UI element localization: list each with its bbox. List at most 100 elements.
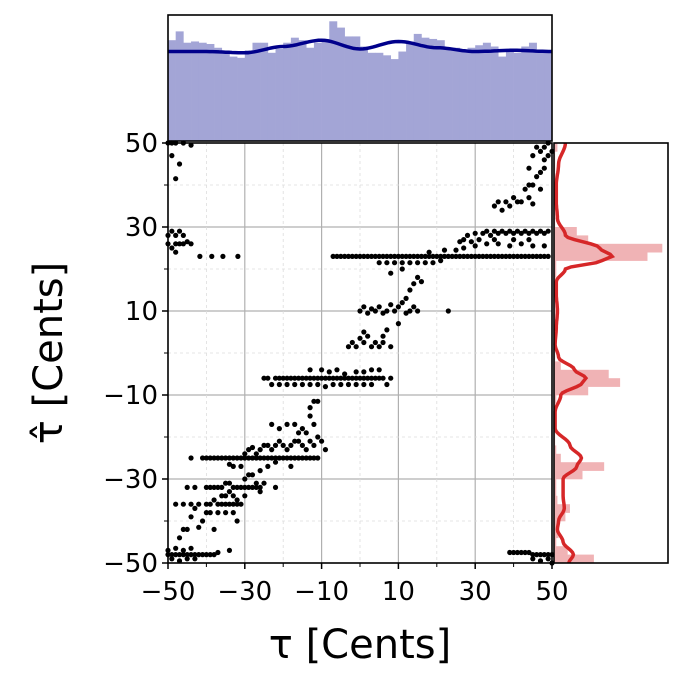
data-point xyxy=(391,260,398,266)
data-point xyxy=(518,549,524,556)
data-point xyxy=(234,518,240,524)
data-point xyxy=(349,339,355,346)
data-point xyxy=(434,253,440,259)
data-point xyxy=(215,501,221,507)
data-point xyxy=(541,243,547,249)
data-point xyxy=(207,509,213,516)
data-point xyxy=(299,375,305,381)
right-histogram-bar xyxy=(554,529,559,539)
data-point xyxy=(522,228,528,234)
top-histogram-panel xyxy=(168,21,553,142)
data-point xyxy=(345,381,352,388)
data-point xyxy=(265,375,271,381)
data-point xyxy=(510,237,517,243)
data-point xyxy=(395,321,401,327)
data-point xyxy=(292,375,298,381)
data-point xyxy=(441,247,448,253)
data-point xyxy=(403,253,409,259)
data-point xyxy=(526,230,532,236)
data-point xyxy=(330,381,336,388)
data-point xyxy=(184,556,190,562)
data-point xyxy=(342,375,348,381)
top-histogram-bar xyxy=(352,36,361,141)
data-point xyxy=(380,333,386,339)
data-point xyxy=(345,375,352,381)
right-kde-curve xyxy=(553,142,616,564)
data-point xyxy=(184,526,190,533)
data-point xyxy=(169,228,175,234)
data-point xyxy=(372,339,378,346)
x-tick-label: 10 xyxy=(382,577,415,607)
data-point xyxy=(307,438,313,444)
top-histogram-bar xyxy=(214,47,223,142)
data-point xyxy=(253,451,259,457)
data-point xyxy=(223,509,229,516)
data-point xyxy=(269,381,275,388)
data-point xyxy=(211,552,217,558)
data-point xyxy=(534,253,540,259)
data-point xyxy=(303,375,309,381)
data-point xyxy=(188,455,194,461)
x-tick-label: −30 xyxy=(217,577,272,607)
data-point xyxy=(203,552,209,558)
top-histogram-bar xyxy=(444,47,453,142)
data-point xyxy=(507,228,513,234)
top-histogram-bar xyxy=(244,50,253,141)
data-point xyxy=(384,327,390,333)
data-point xyxy=(269,421,275,427)
data-point xyxy=(449,253,455,259)
data-point xyxy=(269,447,275,453)
data-point xyxy=(415,274,421,280)
top-histogram-bar xyxy=(528,42,537,141)
data-point xyxy=(234,501,240,507)
data-point xyxy=(361,369,367,375)
data-point xyxy=(265,442,271,448)
data-point xyxy=(453,247,459,253)
top-histogram-bar xyxy=(313,42,322,141)
data-point xyxy=(530,182,536,188)
data-point xyxy=(376,375,382,381)
data-point xyxy=(176,241,183,247)
data-point xyxy=(487,253,494,259)
grid xyxy=(168,143,552,563)
data-point xyxy=(261,480,267,486)
data-point xyxy=(530,201,536,207)
right-histogram-bar xyxy=(554,378,621,387)
data-point xyxy=(334,367,340,373)
data-point xyxy=(353,253,359,259)
right-histogram-bar xyxy=(554,386,589,396)
data-point xyxy=(345,253,352,259)
y-tick-label: 30 xyxy=(125,213,158,243)
data-point xyxy=(338,381,344,388)
data-point xyxy=(246,455,252,461)
data-point xyxy=(376,260,382,266)
data-point xyxy=(518,199,524,205)
data-point xyxy=(365,310,371,316)
data-point xyxy=(361,375,367,381)
data-point xyxy=(411,281,417,287)
data-point xyxy=(530,253,536,259)
data-point xyxy=(514,199,521,205)
right-histogram-bar xyxy=(554,487,557,497)
data-point xyxy=(415,253,421,259)
data-point xyxy=(319,367,325,373)
data-point xyxy=(388,302,394,308)
data-point xyxy=(322,384,329,390)
data-point xyxy=(242,476,248,482)
data-point xyxy=(261,442,267,448)
data-point xyxy=(480,230,486,236)
data-point xyxy=(388,270,394,276)
data-point xyxy=(269,455,275,461)
data-point xyxy=(491,253,497,259)
data-point xyxy=(288,455,294,461)
data-point xyxy=(510,253,517,259)
data-point xyxy=(299,426,305,432)
data-point xyxy=(192,556,198,562)
x-tick-label: −10 xyxy=(294,577,349,607)
data-point xyxy=(203,509,209,516)
data-point xyxy=(284,455,290,461)
data-point xyxy=(242,455,248,461)
data-point xyxy=(503,199,509,205)
data-point xyxy=(288,463,294,469)
data-point xyxy=(345,344,352,350)
